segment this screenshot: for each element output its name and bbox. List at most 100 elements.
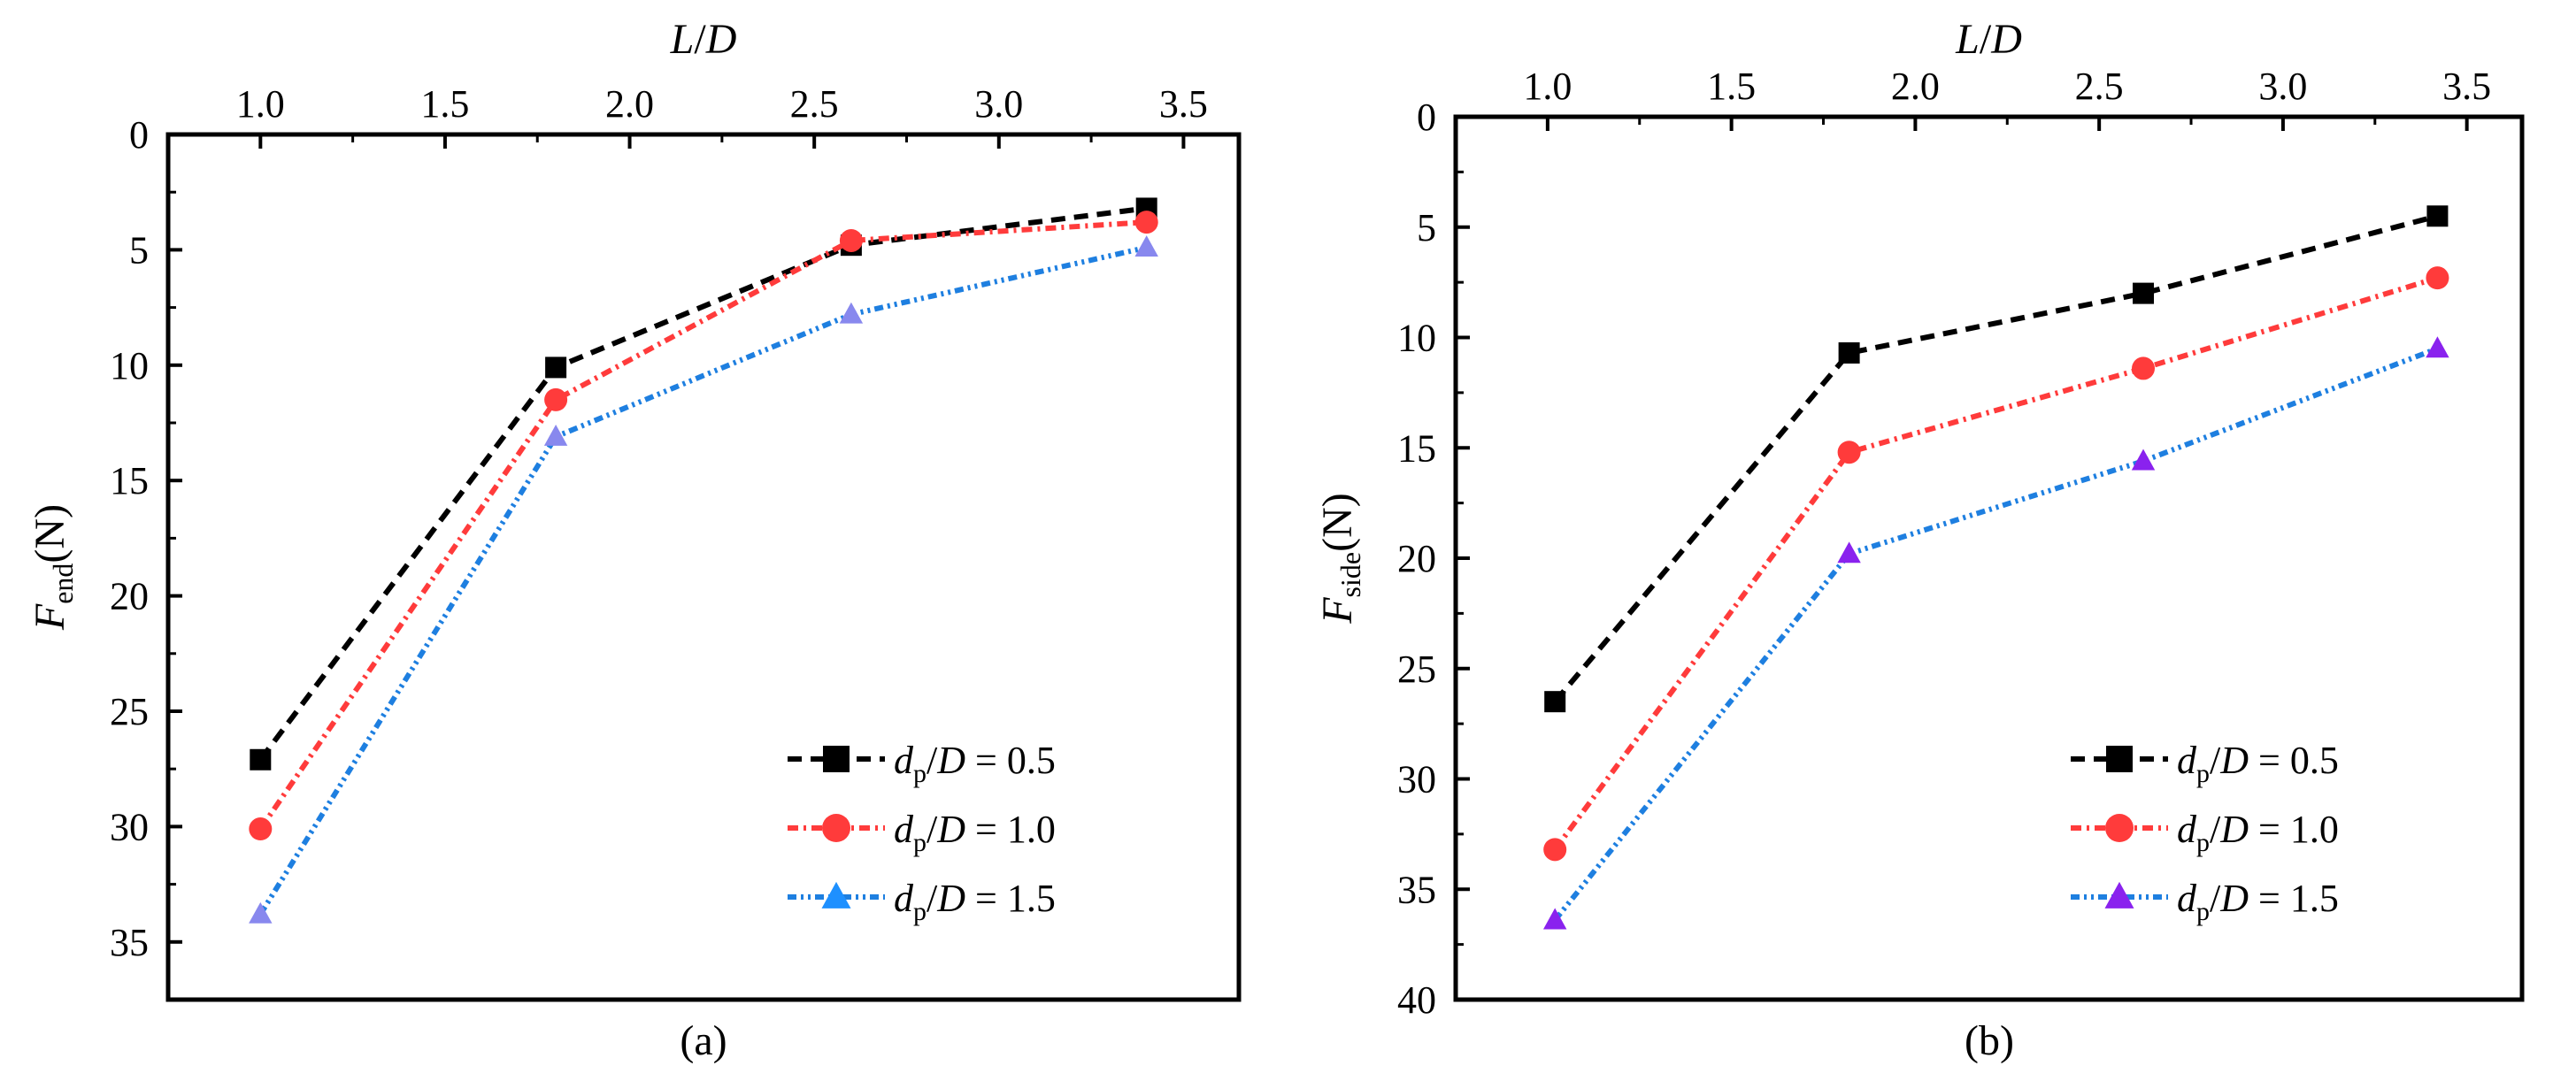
data-point: [1838, 341, 1860, 364]
legend-d: d: [2177, 877, 2197, 920]
chart-panel-a: 1.0 1.5 2.0 2.5 3.0 3.505101520253035L/DFend(…: [27, 16, 1242, 1064]
x-title-d: D: [1990, 16, 2022, 63]
legend-eq: = 1.0: [965, 808, 1056, 851]
legend-sub: p: [913, 897, 927, 926]
y-tick-label: 10: [110, 344, 149, 387]
data-point: [249, 817, 273, 841]
x-axis-title: L/D: [1955, 16, 2022, 63]
legend-sub: p: [913, 759, 927, 788]
legend-marker: [2105, 814, 2134, 842]
y-tick-label: 30: [110, 805, 149, 848]
x-axis-title: L/D: [670, 16, 737, 63]
series-3: [1542, 336, 2449, 930]
y-tick-label: 0: [129, 113, 149, 157]
y-axis-title: Fside(N): [1314, 493, 1366, 625]
legend-item-2: dp/D = 1.0: [2071, 808, 2339, 857]
y-title-sub: end: [47, 564, 79, 604]
x-tick-label: 3.5: [1159, 82, 1208, 126]
legend-slash: /: [2210, 739, 2221, 782]
y-tick-label: 35: [1397, 868, 1436, 911]
x-title-l: L: [1955, 16, 1980, 63]
series-line: [258, 205, 1148, 762]
data-point: [544, 387, 568, 411]
series-line: [258, 219, 1147, 831]
y-title-sub: side: [1334, 552, 1366, 598]
legend-D: D: [2219, 877, 2249, 920]
legend-sub: p: [2196, 828, 2210, 857]
data-point: [545, 356, 567, 379]
legend-d: d: [2177, 739, 2197, 782]
data-point: [1544, 691, 1566, 713]
data-point: [1542, 908, 1567, 930]
y-tick-label: 10: [1397, 317, 1436, 360]
y-tick-label: 35: [110, 921, 149, 964]
x-title-slash: /: [694, 16, 706, 63]
series-line: [1552, 346, 2439, 923]
legend-label: dp/D = 1.5: [2177, 877, 2339, 926]
legend-eq: = 1.0: [2249, 808, 2339, 851]
legend-item-1: dp/D = 0.5: [2071, 739, 2339, 788]
data-point: [1837, 441, 1861, 464]
legend-eq: = 1.5: [965, 877, 1056, 920]
legend-marker: [822, 814, 850, 842]
x-tick-label: 3.0: [2258, 65, 2307, 108]
x-title-l: L: [670, 16, 695, 63]
legend-d: d: [2177, 808, 2197, 851]
legend-label: dp/D = 0.5: [2177, 739, 2339, 788]
data-point: [839, 302, 864, 324]
legend-marker: [823, 746, 850, 772]
series-line: [1552, 213, 2439, 704]
x-tick-label: 2.0: [605, 82, 654, 126]
legend-D: D: [936, 877, 965, 920]
y-tick-label: 0: [1417, 96, 1436, 139]
legend-slash: /: [927, 739, 938, 782]
data-point: [1837, 541, 1861, 564]
legend-eq: = 0.5: [965, 739, 1056, 782]
y-tick-label: 15: [1397, 426, 1436, 470]
legend-item-3: dp/D = 1.5: [788, 877, 1056, 926]
legend-d: d: [894, 808, 914, 851]
series-2: [1543, 266, 2449, 862]
y-tick-label: 5: [1417, 206, 1436, 249]
legend-marker: [2106, 746, 2133, 772]
x-tick-label: 1.5: [1707, 65, 1756, 108]
legend-sub: p: [2196, 897, 2210, 926]
legend-D: D: [936, 808, 965, 851]
y-tick-label: 15: [110, 459, 149, 502]
x-tick-label: 2.5: [790, 82, 839, 126]
legend-item-3: dp/D = 1.5: [2071, 877, 2339, 926]
legend-slash: /: [927, 808, 938, 851]
x-tick-label: 1.0: [236, 82, 285, 126]
data-point: [1134, 211, 1158, 234]
y-tick-label: 5: [129, 228, 149, 272]
legend-slash: /: [2210, 808, 2221, 851]
y-title-f: F: [1314, 597, 1361, 625]
data-point: [2426, 336, 2449, 358]
legend-label: dp/D = 1.0: [894, 808, 1056, 857]
y-axis-title: Fend(N): [27, 504, 79, 631]
legend: dp/D = 0.5dp/D = 1.0dp/D = 1.5: [788, 739, 1056, 926]
legend: dp/D = 0.5dp/D = 1.0dp/D = 1.5: [2071, 739, 2339, 926]
legend-d: d: [894, 877, 914, 920]
legend-D: D: [2219, 739, 2249, 782]
y-tick-label: 20: [1397, 537, 1436, 580]
plot-frame: [1453, 114, 2525, 1002]
legend-label: dp/D = 1.0: [2177, 808, 2339, 857]
series-line: [258, 244, 1148, 916]
series-3: [249, 235, 1158, 924]
legend-marker: [2104, 881, 2134, 908]
data-point: [2132, 356, 2156, 380]
y-tick-label: 25: [1397, 648, 1436, 691]
data-point: [543, 424, 568, 446]
legend-eq: = 0.5: [2249, 739, 2339, 782]
series-1: [250, 197, 1157, 770]
series-line: [1552, 275, 2439, 852]
data-point: [2133, 282, 2155, 304]
legend-D: D: [2219, 808, 2249, 851]
data-point: [2426, 266, 2449, 290]
legend-sub: p: [2196, 759, 2210, 788]
x-tick-label: 3.0: [974, 82, 1023, 126]
legend-slash: /: [927, 877, 938, 920]
